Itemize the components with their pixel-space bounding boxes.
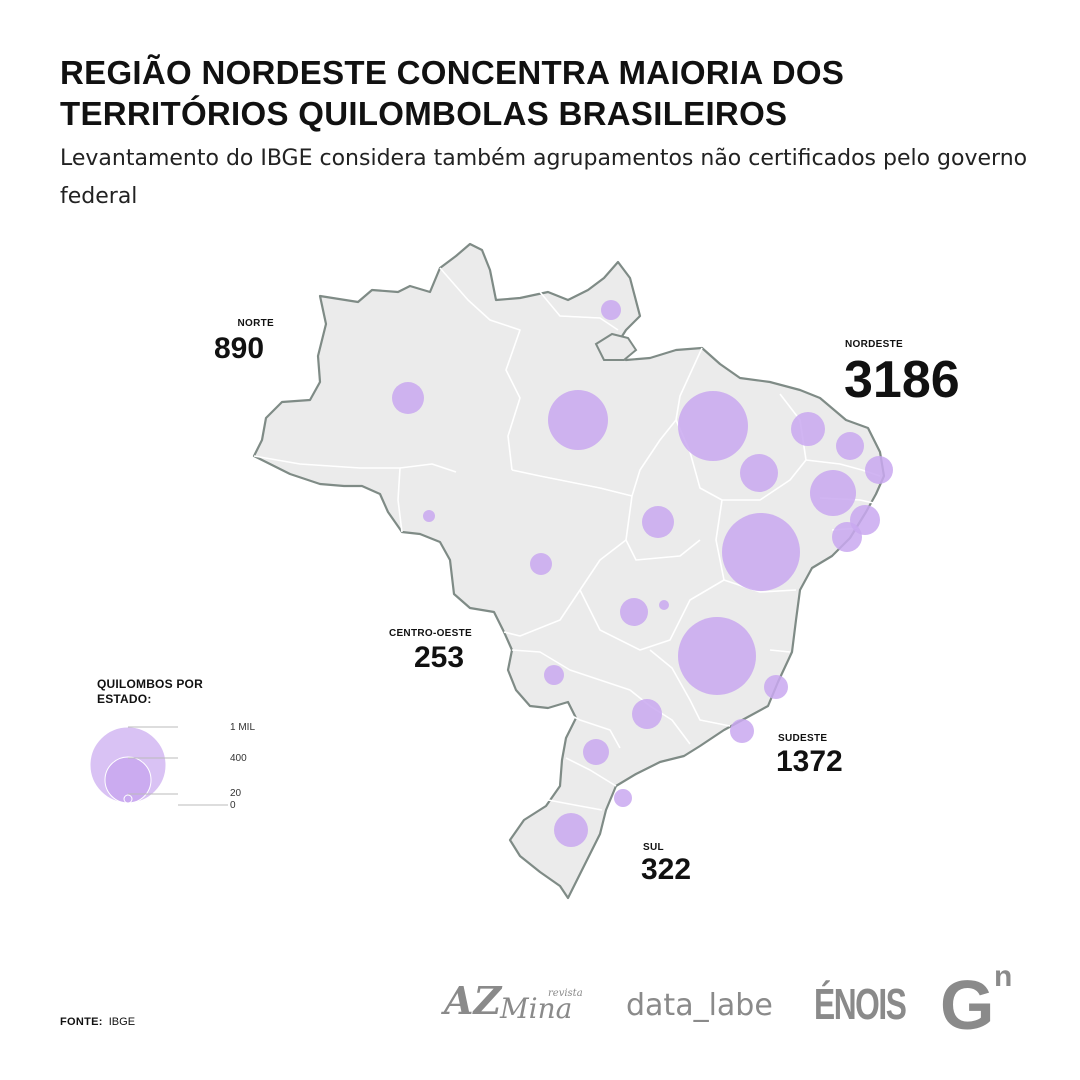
gn-logo-n: n bbox=[994, 960, 1013, 993]
region-label-sudeste: SUDESTE bbox=[778, 733, 828, 744]
datalabe-logo: data_labe bbox=[626, 988, 773, 1023]
state-bubble bbox=[678, 391, 748, 461]
region-label-nordeste: NORDESTE bbox=[845, 339, 903, 350]
state-bubble bbox=[678, 617, 756, 695]
state-bubble bbox=[791, 412, 825, 446]
legend-circles bbox=[89, 726, 228, 806]
source-note: FONTE: IBGE bbox=[60, 1016, 135, 1028]
gn-logo-g: G bbox=[940, 966, 995, 1044]
page-subtitle: Levantamento do IBGE considera também ag… bbox=[60, 146, 1028, 209]
state-bubble bbox=[836, 432, 864, 460]
enois-logo: ÉNOIS bbox=[814, 980, 907, 1029]
legend-circle bbox=[123, 794, 133, 804]
marajo-island bbox=[594, 332, 638, 361]
bubble-layer bbox=[392, 300, 893, 847]
state-bubble bbox=[423, 510, 435, 522]
state-bubble bbox=[530, 553, 552, 575]
state-bubble bbox=[832, 522, 862, 552]
state-bubble bbox=[614, 789, 632, 807]
region-label-centro-oeste: CENTRO-OESTE bbox=[388, 628, 472, 639]
azmina-logo: AZ Mina revista bbox=[444, 978, 594, 1028]
legend-tick-1mil: 1 MIL bbox=[230, 722, 256, 733]
region-value-nordeste: 3186 bbox=[844, 351, 960, 409]
state-bubble bbox=[632, 699, 662, 729]
state-bubble bbox=[730, 719, 754, 743]
region-value-centro-oeste: 253 bbox=[414, 641, 465, 674]
region-value-norte: 890 bbox=[214, 332, 265, 365]
legend-title: QUILOMBOS POR ESTADO: bbox=[97, 677, 203, 706]
state-bubble bbox=[764, 675, 788, 699]
source-label: FONTE: bbox=[60, 1016, 103, 1028]
state-bubble bbox=[642, 506, 674, 538]
state-bubble bbox=[740, 454, 778, 492]
state-bubble bbox=[601, 300, 621, 320]
region-value-sul: 322 bbox=[641, 853, 692, 886]
gn-logo: G n bbox=[940, 962, 1030, 1042]
azmina-logo-revista: revista bbox=[548, 988, 583, 999]
legend-tick-0: 0 bbox=[230, 800, 236, 811]
source-value: IBGE bbox=[108, 1016, 136, 1028]
legend-tick-400: 400 bbox=[230, 753, 247, 764]
region-value-sudeste: 1372 bbox=[776, 745, 843, 778]
azmina-logo-az: AZ bbox=[444, 978, 502, 1023]
state-bubble bbox=[722, 513, 800, 591]
state-bubble bbox=[810, 470, 856, 516]
region-label-norte: NORTE bbox=[237, 318, 274, 329]
region-label-sul: SUL bbox=[643, 842, 664, 853]
state-bubble bbox=[392, 382, 424, 414]
azmina-logo-mina: Mina bbox=[500, 992, 573, 1025]
state-bubble bbox=[620, 598, 648, 626]
state-bubble bbox=[548, 390, 608, 450]
state-bubble bbox=[544, 665, 564, 685]
state-bubble bbox=[659, 600, 669, 610]
legend-tick-20: 20 bbox=[230, 788, 242, 799]
page-title: REGIÃO NORDESTE CONCENTRA MAIORIA DOS TE… bbox=[60, 54, 845, 132]
state-bubble bbox=[554, 813, 588, 847]
state-bubble bbox=[865, 456, 893, 484]
state-bubble bbox=[583, 739, 609, 765]
